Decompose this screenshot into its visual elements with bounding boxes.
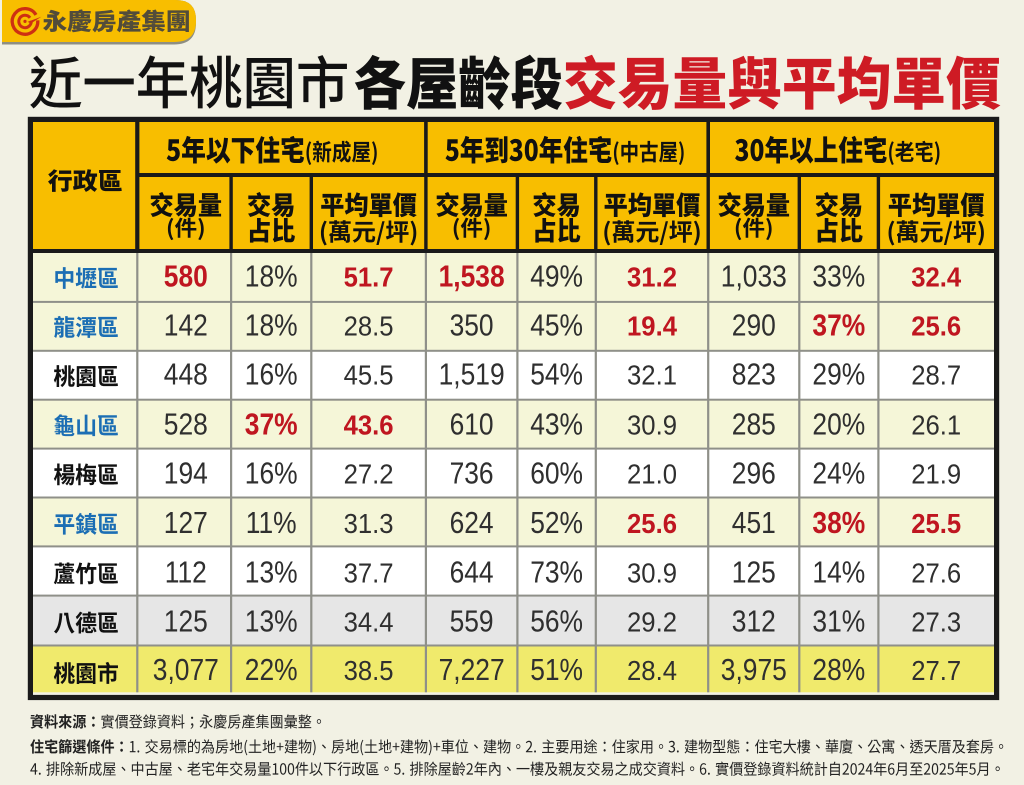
svg-text:451: 451 [732, 506, 776, 540]
svg-text:32.1: 32.1 [627, 359, 677, 390]
svg-text:13%: 13% [245, 605, 298, 639]
svg-text:43%: 43% [530, 408, 583, 442]
svg-text:33%: 33% [812, 260, 865, 294]
svg-text:37%: 37% [245, 408, 298, 442]
svg-text:27.6: 27.6 [911, 557, 961, 588]
svg-text:56%: 56% [530, 605, 583, 639]
svg-text:25.6: 25.6 [627, 508, 677, 539]
svg-text:285: 285 [732, 408, 776, 442]
svg-text:29.2: 29.2 [627, 606, 677, 637]
svg-text:1,033: 1,033 [721, 260, 787, 294]
svg-text:45%: 45% [530, 309, 583, 343]
svg-text:29%: 29% [812, 358, 865, 392]
svg-text:32.4: 32.4 [911, 261, 961, 292]
svg-text:28.7: 28.7 [911, 359, 961, 390]
svg-text:16%: 16% [245, 457, 298, 491]
svg-text:52%: 52% [530, 506, 583, 540]
svg-text:580: 580 [164, 260, 208, 294]
svg-text:30.9: 30.9 [627, 557, 677, 588]
svg-text:21.0: 21.0 [627, 458, 677, 489]
svg-text:49%: 49% [530, 260, 583, 294]
svg-text:27.3: 27.3 [911, 606, 961, 637]
svg-text:14%: 14% [812, 555, 865, 589]
svg-text:142: 142 [164, 309, 208, 343]
svg-text:30.9: 30.9 [627, 409, 677, 440]
svg-text:736: 736 [450, 457, 494, 491]
svg-text:37.7: 37.7 [344, 557, 394, 588]
svg-text:16%: 16% [245, 358, 298, 392]
svg-text:1,538: 1,538 [439, 260, 505, 294]
svg-text:60%: 60% [530, 457, 583, 491]
svg-text:51.7: 51.7 [344, 261, 394, 292]
svg-text:28%: 28% [812, 653, 865, 687]
svg-text:610: 610 [450, 408, 494, 442]
svg-text:7,227: 7,227 [439, 653, 505, 687]
svg-text:51%: 51% [530, 653, 583, 687]
svg-text:21.9: 21.9 [911, 458, 961, 489]
svg-text:38%: 38% [812, 506, 865, 540]
svg-text:31.2: 31.2 [627, 261, 677, 292]
svg-text:528: 528 [164, 408, 208, 442]
svg-text:37%: 37% [812, 309, 865, 343]
svg-text:290: 290 [732, 309, 776, 343]
svg-text:31%: 31% [812, 605, 865, 639]
svg-text:350: 350 [450, 309, 494, 343]
svg-text:43.6: 43.6 [344, 409, 394, 440]
svg-text:312: 312 [732, 605, 776, 639]
svg-text:28.5: 28.5 [344, 310, 394, 341]
svg-text:27.2: 27.2 [344, 458, 394, 489]
svg-text:559: 559 [450, 605, 494, 639]
svg-text:73%: 73% [530, 555, 583, 589]
svg-text:45.5: 45.5 [344, 359, 394, 390]
svg-text:18%: 18% [245, 260, 298, 294]
svg-text:296: 296 [732, 457, 776, 491]
svg-text:22%: 22% [245, 653, 298, 687]
svg-text:25.6: 25.6 [911, 310, 961, 341]
svg-text:3,975: 3,975 [721, 653, 787, 687]
svg-text:624: 624 [450, 506, 494, 540]
svg-text:448: 448 [164, 358, 208, 392]
svg-text:1,519: 1,519 [439, 358, 505, 392]
svg-text:125: 125 [732, 555, 776, 589]
svg-text:11%: 11% [246, 506, 297, 540]
svg-text:194: 194 [164, 457, 208, 491]
svg-text:18%: 18% [245, 309, 298, 343]
svg-text:112: 112 [165, 555, 207, 589]
svg-text:127: 127 [164, 506, 208, 540]
svg-text:20%: 20% [812, 408, 865, 442]
svg-text:13%: 13% [245, 555, 298, 589]
svg-text:3,077: 3,077 [153, 653, 219, 687]
svg-text:54%: 54% [530, 358, 583, 392]
svg-text:28.4: 28.4 [627, 655, 677, 686]
svg-text:24%: 24% [812, 457, 865, 491]
svg-text:38.5: 38.5 [344, 655, 394, 686]
svg-text:823: 823 [732, 358, 776, 392]
svg-text:25.5: 25.5 [911, 508, 961, 539]
svg-text:26.1: 26.1 [911, 409, 961, 440]
svg-text:31.3: 31.3 [344, 508, 394, 539]
svg-text:125: 125 [164, 605, 208, 639]
svg-text:34.4: 34.4 [344, 606, 394, 637]
svg-text:644: 644 [450, 555, 494, 589]
svg-text:19.4: 19.4 [627, 310, 677, 341]
svg-text:27.7: 27.7 [911, 655, 961, 686]
